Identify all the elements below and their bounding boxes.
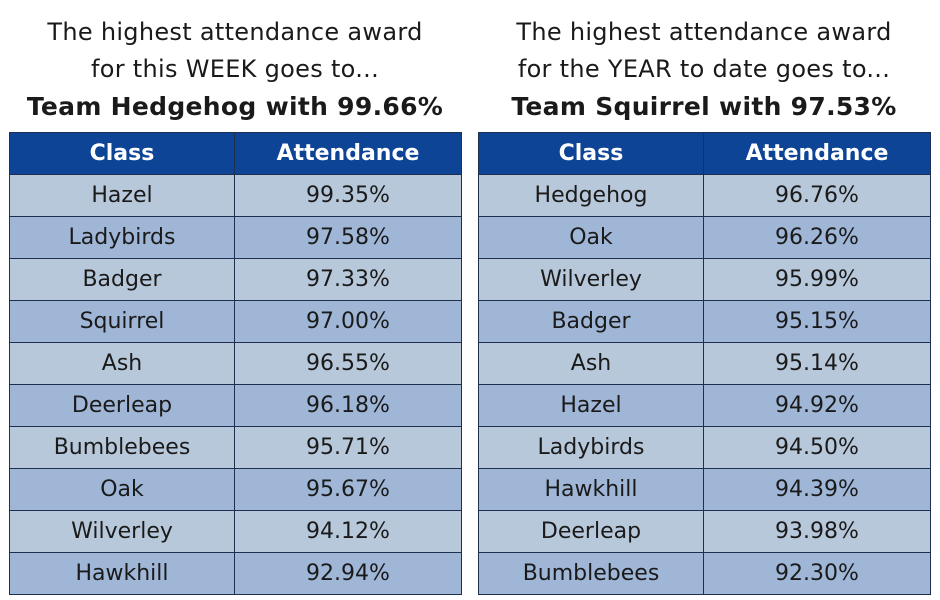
attendance-value-cell: 97.58% xyxy=(234,216,462,259)
attendance-value-cell: 93.98% xyxy=(703,510,931,553)
yearly-winner: Team Squirrel with 97.53% xyxy=(511,92,897,121)
class-name-cell: Badger xyxy=(478,300,704,343)
table-row: Hawkhill 94.39% xyxy=(478,468,931,511)
class-name-cell: Deerleap xyxy=(478,510,704,553)
table-row: Bumblebees 92.30% xyxy=(478,552,931,595)
table-row: Wilverley 95.99% xyxy=(478,258,931,301)
yearly-attendance-table: Class Attendance Hedgehog 96.76% Oak 96.26%… xyxy=(478,132,931,595)
class-name-cell: Ladybirds xyxy=(478,426,704,469)
table-row: Ash 96.55% xyxy=(9,342,462,385)
table-row: Deerleap 96.18% xyxy=(9,384,462,427)
column-header-attendance: Attendance xyxy=(234,132,462,175)
yearly-heading-line-2: for the YEAR to date goes to... xyxy=(517,55,891,83)
yearly-award-panel: The highest attendance award for the YEA… xyxy=(478,0,931,595)
class-name-cell: Ash xyxy=(478,342,704,385)
attendance-value-cell: 99.35% xyxy=(234,174,462,217)
table-row: Bumblebees 95.71% xyxy=(9,426,462,469)
yearly-table-body: Hedgehog 96.76% Oak 96.26% Wilverley 95.99% Ba… xyxy=(478,174,931,595)
class-name-cell: Hazel xyxy=(9,174,235,217)
attendance-value-cell: 96.18% xyxy=(234,384,462,427)
attendance-value-cell: 95.67% xyxy=(234,468,462,511)
table-row: Ladybirds 97.58% xyxy=(9,216,462,259)
weekly-winner: Team Hedgehog with 99.66% xyxy=(26,92,444,121)
class-name-cell: Deerleap xyxy=(9,384,235,427)
class-name-cell: Ash xyxy=(9,342,235,385)
attendance-value-cell: 97.00% xyxy=(234,300,462,343)
weekly-attendance-table: Class Attendance Hazel 99.35% Ladybirds 97.… xyxy=(9,132,462,595)
table-row: Oak 95.67% xyxy=(9,468,462,511)
table-row: Ladybirds 94.50% xyxy=(478,426,931,469)
table-row: Wilverley 94.12% xyxy=(9,510,462,553)
table-row: Hazel 99.35% xyxy=(9,174,462,217)
weekly-award-heading: The highest attendance award for this WE… xyxy=(9,0,461,125)
attendance-value-cell: 95.99% xyxy=(703,258,931,301)
weekly-heading-line-1: The highest attendance award xyxy=(47,18,423,46)
table-row: Badger 95.15% xyxy=(478,300,931,343)
column-header-class: Class xyxy=(9,132,235,175)
class-name-cell: Ladybirds xyxy=(9,216,235,259)
attendance-value-cell: 92.30% xyxy=(703,552,931,595)
weekly-table-body: Hazel 99.35% Ladybirds 97.58% Badger 97.33% Sq… xyxy=(9,174,462,595)
attendance-value-cell: 96.26% xyxy=(703,216,931,259)
table-row: Hawkhill 92.94% xyxy=(9,552,462,595)
class-name-cell: Hedgehog xyxy=(478,174,704,217)
class-name-cell: Hawkhill xyxy=(478,468,704,511)
table-row: Ash 95.14% xyxy=(478,342,931,385)
class-name-cell: Hazel xyxy=(478,384,704,427)
table-row: Badger 97.33% xyxy=(9,258,462,301)
yearly-award-heading: The highest attendance award for the YEA… xyxy=(478,0,930,125)
table-row: Deerleap 93.98% xyxy=(478,510,931,553)
weekly-heading-line-2: for this WEEK goes to... xyxy=(90,55,380,83)
class-name-cell: Bumblebees xyxy=(9,426,235,469)
yearly-heading-line-1: The highest attendance award xyxy=(516,18,892,46)
column-header-attendance: Attendance xyxy=(703,132,931,175)
attendance-value-cell: 95.14% xyxy=(703,342,931,385)
class-name-cell: Oak xyxy=(478,216,704,259)
table-header-row: Class Attendance xyxy=(478,132,931,175)
attendance-value-cell: 95.71% xyxy=(234,426,462,469)
class-name-cell: Hawkhill xyxy=(9,552,235,595)
table-header-row: Class Attendance xyxy=(9,132,462,175)
table-row: Hazel 94.92% xyxy=(478,384,931,427)
table-row: Squirrel 97.00% xyxy=(9,300,462,343)
attendance-value-cell: 94.50% xyxy=(703,426,931,469)
table-row: Oak 96.26% xyxy=(478,216,931,259)
attendance-value-cell: 95.15% xyxy=(703,300,931,343)
attendance-value-cell: 97.33% xyxy=(234,258,462,301)
attendance-value-cell: 96.76% xyxy=(703,174,931,217)
class-name-cell: Badger xyxy=(9,258,235,301)
class-name-cell: Oak xyxy=(9,468,235,511)
attendance-value-cell: 94.39% xyxy=(703,468,931,511)
attendance-value-cell: 92.94% xyxy=(234,552,462,595)
table-row: Hedgehog 96.76% xyxy=(478,174,931,217)
class-name-cell: Bumblebees xyxy=(478,552,704,595)
attendance-value-cell: 96.55% xyxy=(234,342,462,385)
weekly-award-panel: The highest attendance award for this WE… xyxy=(9,0,462,595)
attendance-value-cell: 94.92% xyxy=(703,384,931,427)
column-header-class: Class xyxy=(478,132,704,175)
class-name-cell: Squirrel xyxy=(9,300,235,343)
attendance-value-cell: 94.12% xyxy=(234,510,462,553)
class-name-cell: Wilverley xyxy=(478,258,704,301)
class-name-cell: Wilverley xyxy=(9,510,235,553)
